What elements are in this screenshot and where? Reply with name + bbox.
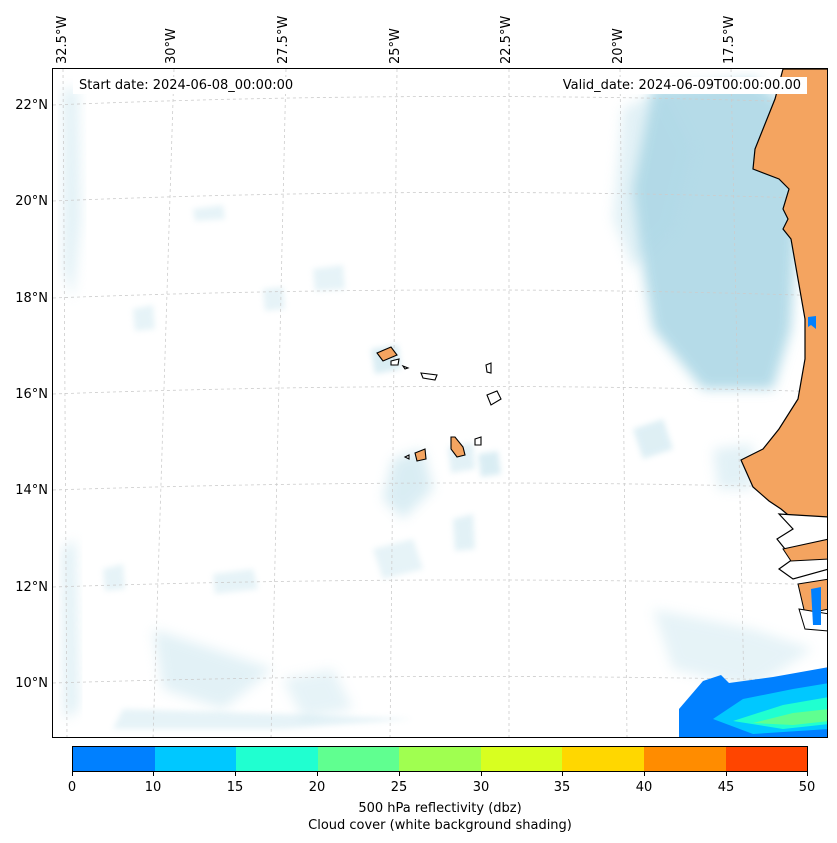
- lon-label: 25°W: [388, 28, 403, 64]
- colorbar-tick: 0: [67, 780, 77, 795]
- reflectivity-patches: [679, 316, 827, 737]
- colorbar-segment: [725, 747, 808, 771]
- colorbar-tick: 30: [472, 780, 490, 795]
- colorbar-tick: 45: [717, 780, 735, 795]
- colorbar-tick: 25: [390, 780, 408, 795]
- colorbar-segment: [562, 747, 644, 771]
- colorbar-tick: 40: [635, 780, 653, 795]
- colorbar-sublabel: Cloud cover (white background shading): [308, 818, 572, 833]
- lon-label: 17.5°W: [722, 15, 737, 64]
- colorbar-segment: [399, 747, 481, 771]
- colorbar-label: 500 hPa reflectivity (dbz): [358, 801, 522, 816]
- valid-date-label: Valid_date: 2024-06-09T00:00:00.00: [556, 77, 807, 94]
- lat-label: 10°N: [15, 676, 48, 691]
- lat-label: 20°N: [15, 194, 48, 209]
- lat-label: 16°N: [15, 387, 48, 402]
- cloud-cover: [63, 79, 813, 729]
- colorbar-tick: 15: [226, 780, 244, 795]
- colorbar-segment: [154, 747, 237, 771]
- map-panel[interactable]: Start date: 2024-06-08_00:00:00 Valid_da…: [52, 68, 828, 738]
- lon-label: 27.5°W: [276, 15, 291, 64]
- lat-label: 18°N: [15, 291, 48, 306]
- lon-label: 32.5°W: [55, 15, 70, 64]
- colorbar-segment: [73, 747, 155, 771]
- lon-label: 30°W: [164, 28, 179, 64]
- lat-label: 22°N: [15, 98, 48, 113]
- lat-label: 14°N: [15, 483, 48, 498]
- map-canvas: [53, 69, 827, 737]
- colorbar-tick: 50: [798, 780, 816, 795]
- lon-label: 20°W: [611, 28, 626, 64]
- gridlines: [53, 69, 827, 737]
- colorbar-segment: [317, 747, 400, 771]
- colorbar-tick: 35: [553, 780, 571, 795]
- colorbar-tick: 20: [308, 780, 326, 795]
- start-date-label: Start date: 2024-06-08_00:00:00: [73, 77, 300, 94]
- colorbar-segment: [236, 747, 318, 771]
- lon-label: 22.5°W: [499, 15, 514, 64]
- colorbar-tick: 10: [144, 780, 162, 795]
- colorbar-segment: [643, 747, 726, 771]
- cape-verde-islands: [376, 346, 502, 462]
- colorbar-segment: [480, 747, 563, 771]
- lat-label: 12°N: [15, 580, 48, 595]
- colorbar: [72, 746, 808, 772]
